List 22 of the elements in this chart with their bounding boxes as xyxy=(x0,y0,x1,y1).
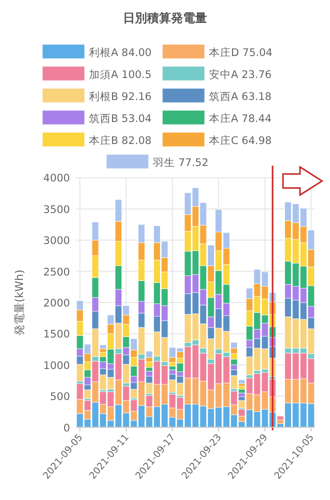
legend-label: 本庄B 82.08 xyxy=(89,134,152,147)
y-tick-label: 3000 xyxy=(43,235,70,248)
y-axis-title: 発電量(kWh) xyxy=(13,270,26,336)
legend-label: 本庄A 78.44 xyxy=(209,112,272,125)
y-tick-label: 0 xyxy=(63,422,70,434)
legend-label: 安中A 23.76 xyxy=(209,68,272,81)
legend-label: 加須A 100.5 xyxy=(89,68,152,81)
legend-label: 羽生 77.52 xyxy=(153,156,208,169)
y-tick-label: 1000 xyxy=(43,360,70,372)
y-tick-label: 2000 xyxy=(43,298,70,310)
legend-label: 利根A 84.00 xyxy=(89,46,152,59)
chart-title: 日別積算発電量 xyxy=(123,11,207,25)
legend-label: 筑西A 63.18 xyxy=(209,91,272,103)
y-tick-label: 1500 xyxy=(43,328,70,341)
legend-label: 筑西B 53.04 xyxy=(89,113,152,125)
legend-label: 本庄C 64.98 xyxy=(209,134,272,147)
y-tick-label: 2500 xyxy=(43,266,70,278)
legend-label: 利根B 92.16 xyxy=(89,90,152,103)
y-tick-label: 4000 xyxy=(43,172,70,185)
y-tick-label: 3500 xyxy=(43,204,70,216)
y-tick-label: 500 xyxy=(50,391,70,404)
legend-label: 本庄D 75.04 xyxy=(209,46,273,59)
